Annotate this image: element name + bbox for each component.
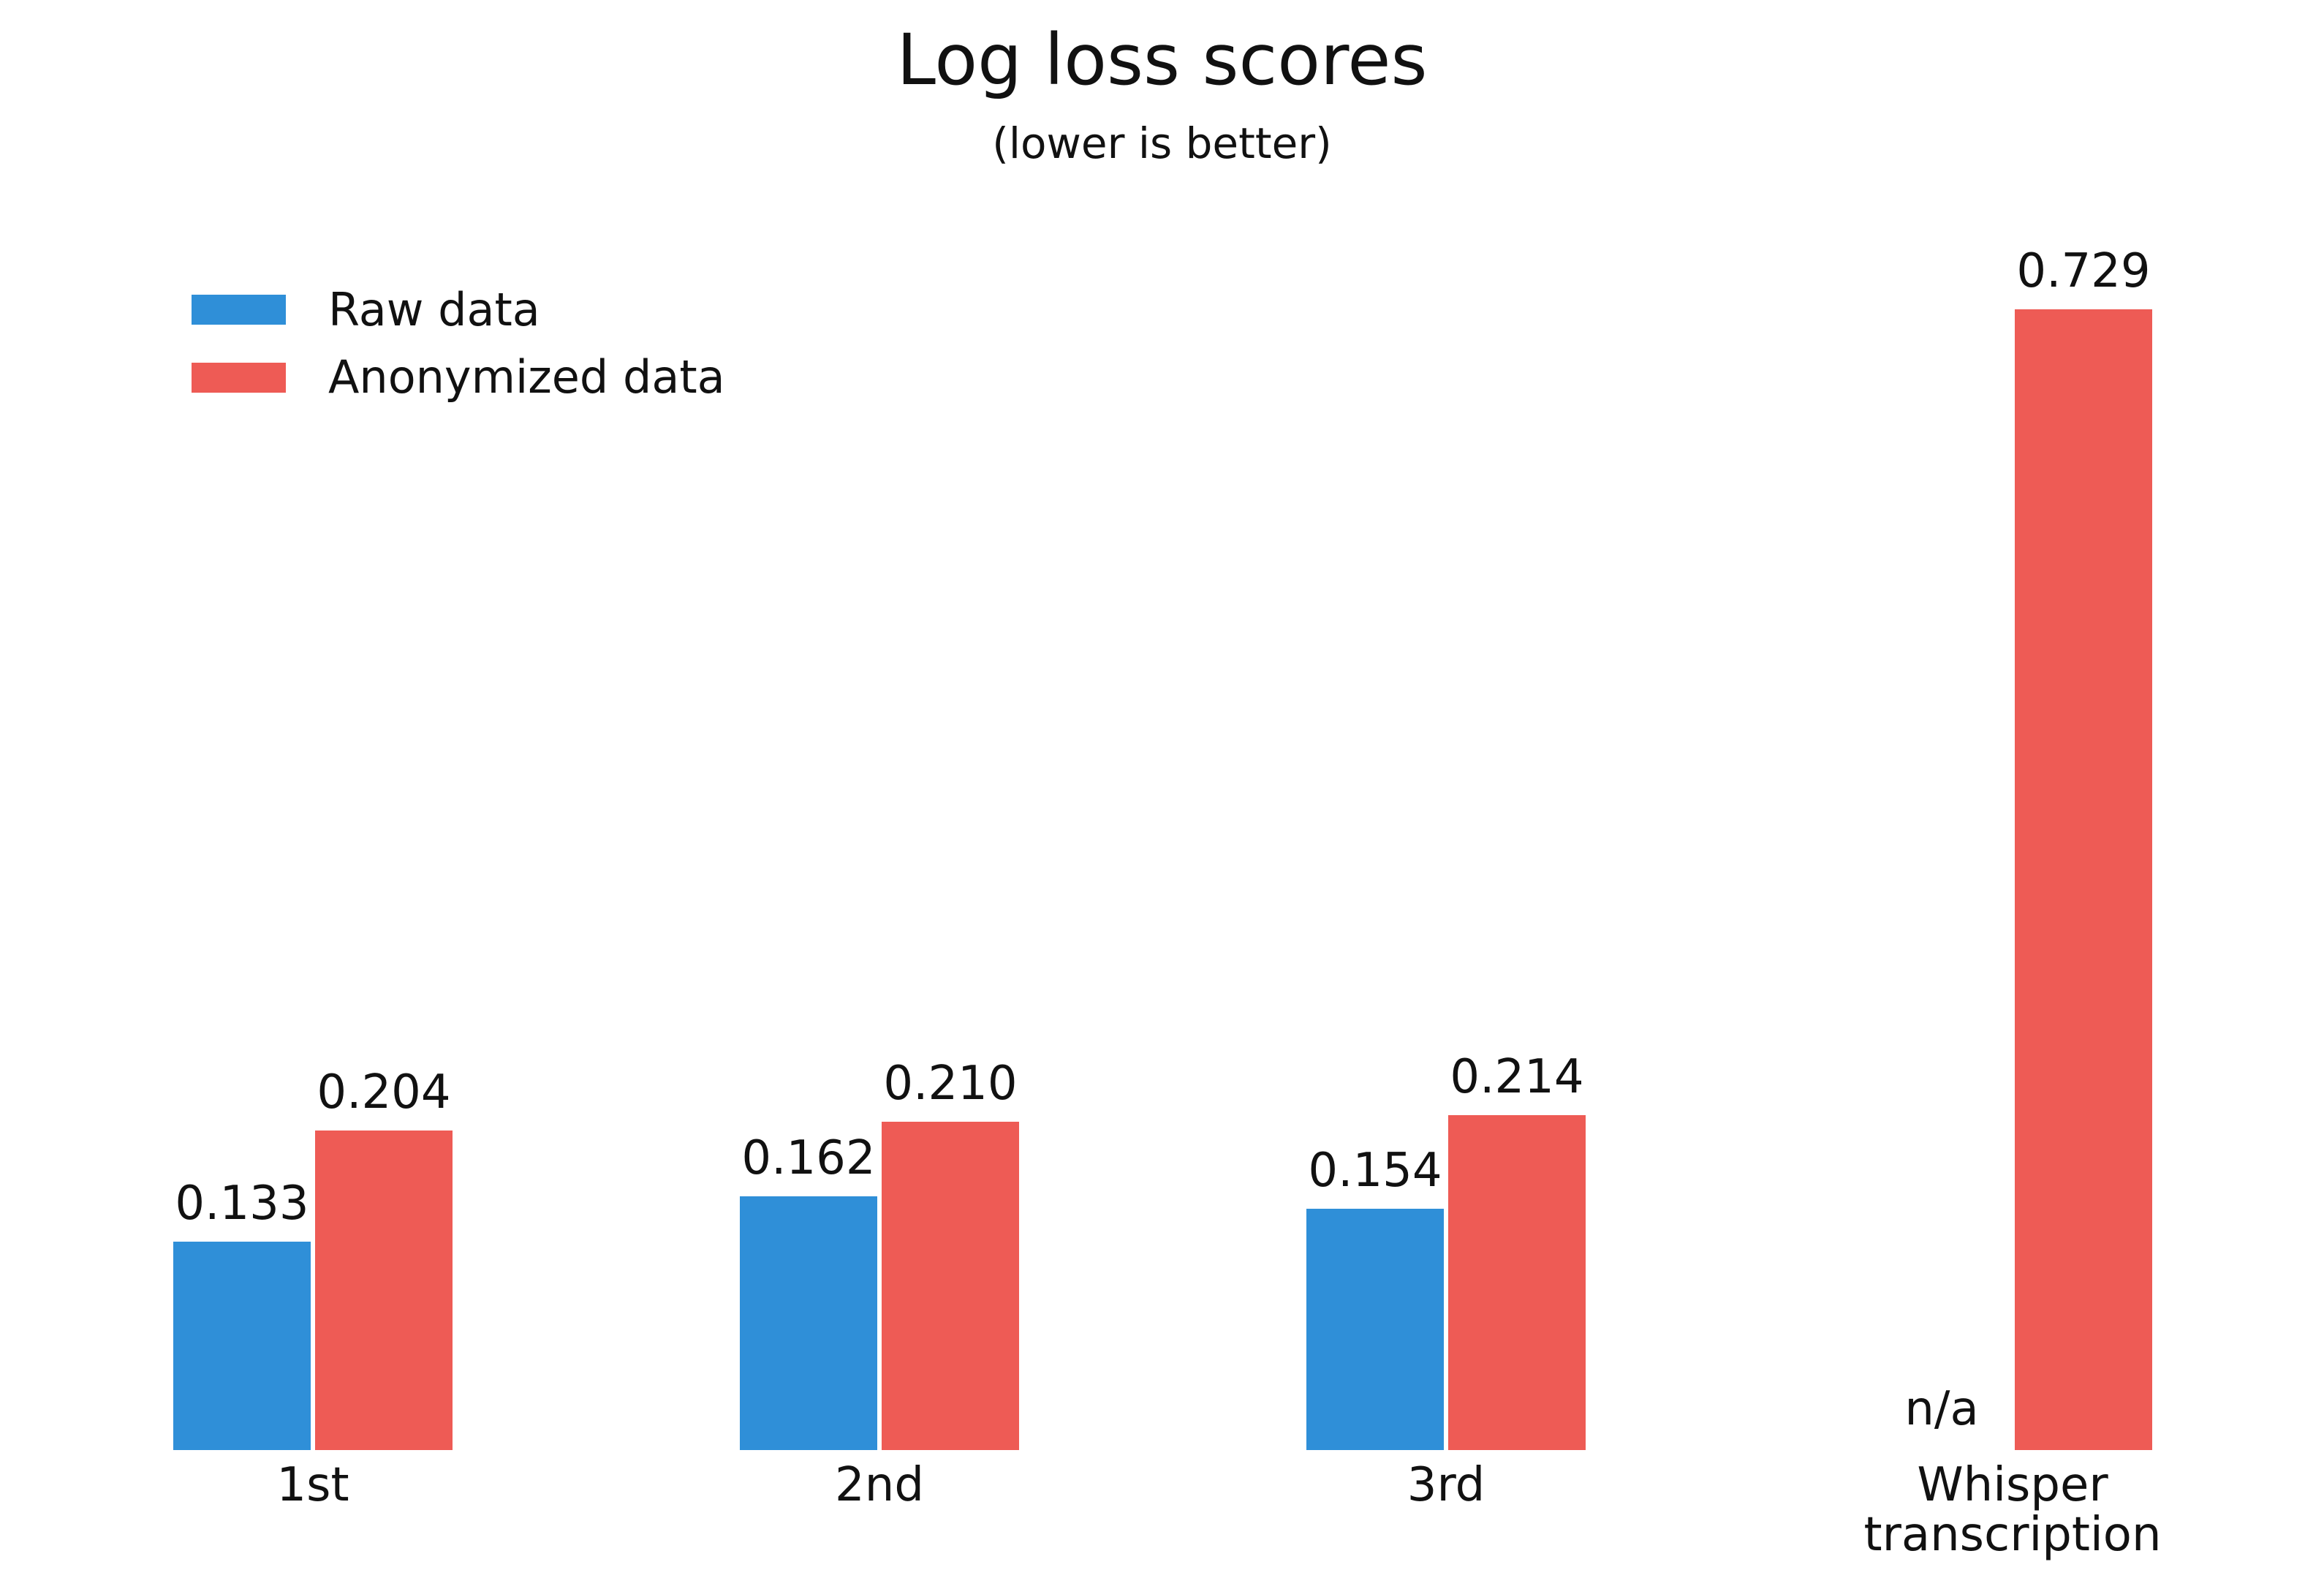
x-tick-label: transcription xyxy=(1863,1508,2162,1562)
bar-anonymized-2 xyxy=(882,1122,1019,1450)
bar-anonymized-3 xyxy=(1448,1115,1586,1450)
x-tick-label: 2nd xyxy=(835,1458,924,1512)
legend-label-raw: Raw data xyxy=(328,283,540,336)
value-label: 0.210 xyxy=(883,1057,1018,1111)
legend-label-anonymized: Anonymized data xyxy=(328,350,725,404)
x-tick-label: 1st xyxy=(276,1458,349,1512)
bar-anonymized-1 xyxy=(315,1131,453,1450)
value-label: 0.162 xyxy=(741,1131,876,1185)
na-label: n/a xyxy=(1904,1382,1979,1436)
chart-title: Log loss scores xyxy=(896,19,1428,101)
value-label: 0.729 xyxy=(2016,244,2151,298)
bar-raw-2 xyxy=(740,1196,877,1450)
value-label: 0.133 xyxy=(175,1177,309,1231)
legend-swatch-anonymized xyxy=(192,363,286,393)
bar-raw-1 xyxy=(173,1242,311,1450)
bar-anonymized-4 xyxy=(2015,309,2152,1450)
legend-swatch-raw xyxy=(192,295,286,325)
value-label: 0.214 xyxy=(1450,1050,1584,1104)
chart-subtitle: (lower is better) xyxy=(992,118,1332,168)
x-tick-label: Whisper xyxy=(1917,1458,2108,1512)
value-label: 0.204 xyxy=(317,1065,451,1120)
value-label: 0.154 xyxy=(1308,1144,1442,1198)
bar-raw-3 xyxy=(1306,1209,1444,1450)
x-tick-label: 3rd xyxy=(1407,1458,1485,1512)
